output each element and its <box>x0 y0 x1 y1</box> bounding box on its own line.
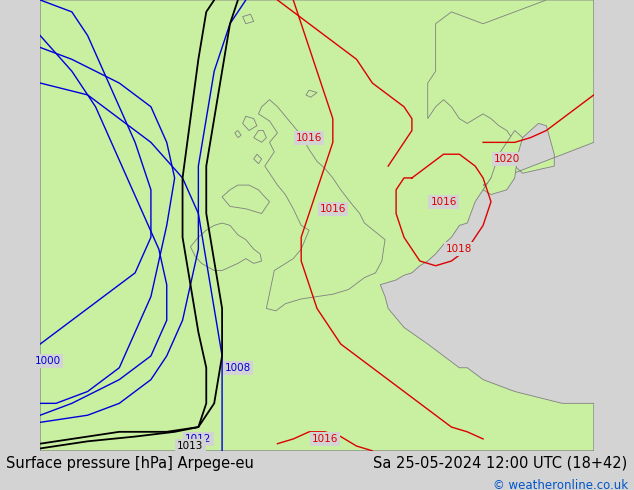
Text: Surface pressure [hPa] Arpege-eu: Surface pressure [hPa] Arpege-eu <box>6 456 254 470</box>
Text: 1020: 1020 <box>494 154 520 164</box>
Text: 1016: 1016 <box>430 196 456 207</box>
Text: 1012: 1012 <box>185 434 212 444</box>
Polygon shape <box>243 14 254 24</box>
Text: © weatheronline.co.uk: © weatheronline.co.uk <box>493 479 628 490</box>
Text: 1016: 1016 <box>320 204 346 214</box>
Polygon shape <box>259 99 385 311</box>
Text: 1018: 1018 <box>446 244 472 254</box>
Polygon shape <box>428 0 594 190</box>
Text: 1000: 1000 <box>35 356 61 366</box>
Text: 1016: 1016 <box>312 434 338 444</box>
Text: 1013: 1013 <box>178 441 204 451</box>
Polygon shape <box>306 90 317 98</box>
Polygon shape <box>40 0 594 451</box>
Text: 1008: 1008 <box>225 363 251 373</box>
Polygon shape <box>235 130 241 138</box>
Polygon shape <box>483 130 522 195</box>
Polygon shape <box>243 116 257 130</box>
Polygon shape <box>190 223 262 270</box>
Text: Sa 25-05-2024 12:00 UTC (18+42): Sa 25-05-2024 12:00 UTC (18+42) <box>373 456 628 470</box>
Polygon shape <box>222 185 269 214</box>
Polygon shape <box>254 154 262 164</box>
Text: 1016: 1016 <box>296 133 322 143</box>
Polygon shape <box>254 130 266 143</box>
